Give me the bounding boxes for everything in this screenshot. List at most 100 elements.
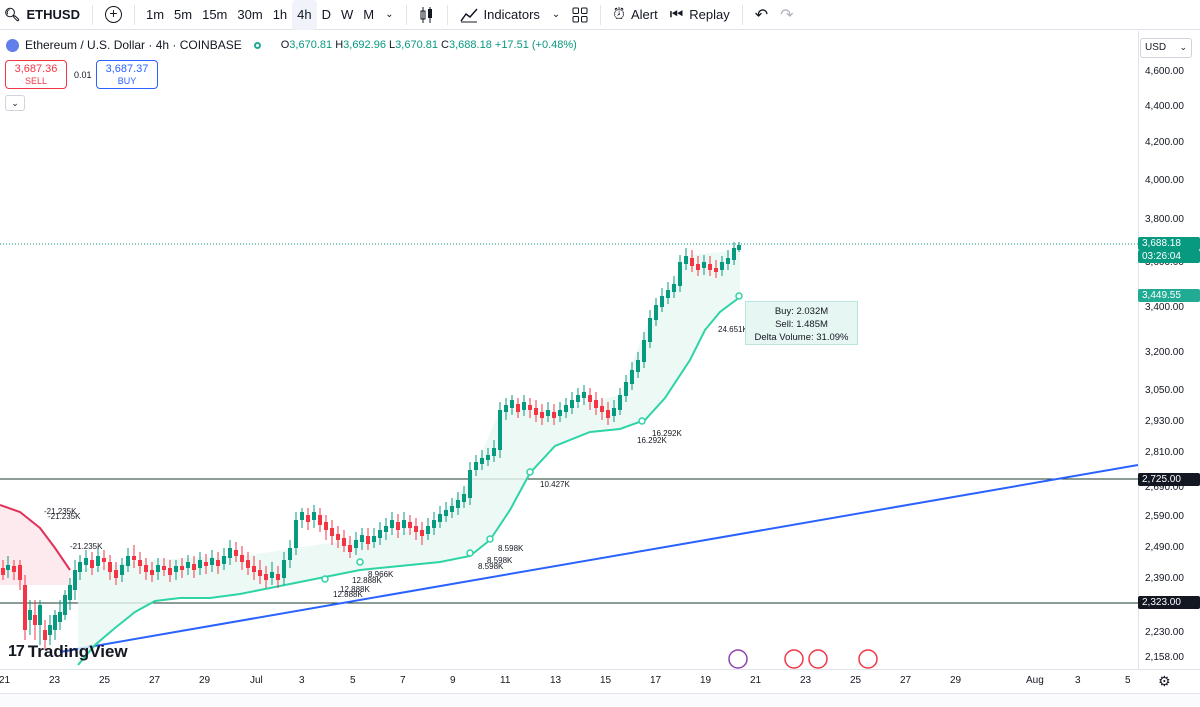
candle-body xyxy=(564,405,568,412)
candle-body xyxy=(222,556,226,564)
interval-5m[interactable]: 5m xyxy=(169,0,197,30)
volume-annotation: 12.888K xyxy=(340,585,370,594)
price-axis-label: 2,810.00 xyxy=(1145,447,1184,458)
candle-body xyxy=(198,560,202,568)
candle-body xyxy=(660,296,664,307)
candle-body xyxy=(156,565,160,572)
candle-body xyxy=(144,565,148,572)
candle-body xyxy=(84,558,88,565)
price-chart[interactable]: -21.235K-21.235K-21.235K12.888K12.888K12… xyxy=(0,31,1138,669)
time-axis-label: 7 xyxy=(400,675,406,686)
candle-body xyxy=(672,284,676,292)
candle-body xyxy=(38,605,42,625)
interval-1m[interactable]: 1m xyxy=(141,0,169,30)
tooltip-buy: Buy: 2.032M xyxy=(774,306,829,317)
volume-annotation: 8.598K xyxy=(498,544,524,553)
volume-annotation: -21.235K xyxy=(48,512,81,521)
interval-30m[interactable]: 30m xyxy=(232,0,267,30)
divider xyxy=(405,4,407,25)
indicators-dropdown[interactable]: ⌄ xyxy=(546,0,566,30)
time-axis-label: 3 xyxy=(1075,675,1081,686)
undo-button[interactable]: ↶ xyxy=(749,0,774,30)
replay-button[interactable]: ⏮︎ Replay xyxy=(664,0,736,30)
candle-body xyxy=(270,572,274,578)
sell-button[interactable]: 3,687.36 SELL xyxy=(5,60,67,89)
candle-body xyxy=(384,526,388,532)
candle-body xyxy=(708,264,712,270)
alert-button[interactable]: ⏰︎ Alert xyxy=(607,0,663,30)
undo-icon: ↶ xyxy=(754,6,769,24)
close-value: 3,688.18 xyxy=(449,39,492,51)
time-axis-label: 5 xyxy=(350,675,356,686)
currency-label: USD xyxy=(1145,42,1167,53)
indicators-button[interactable]: Indicators xyxy=(454,0,546,30)
volume-annotation: 8.966K xyxy=(368,570,394,579)
candle-body xyxy=(132,556,136,560)
candle-body xyxy=(306,515,310,522)
price-axis-label: 2,690.00 xyxy=(1145,482,1184,493)
volume-annotation: 10.427K xyxy=(540,480,570,489)
divider xyxy=(133,4,135,25)
band-marker xyxy=(321,575,329,583)
price-axis[interactable]: 4,600.00 4,400.00 4,200.00 4,000.00 3,800.00… xyxy=(1138,31,1200,669)
collapse-legend-button[interactable]: ⌄ xyxy=(5,95,25,111)
volume-annotation: 8.598K xyxy=(487,556,513,565)
candle-body xyxy=(630,370,634,384)
candle-body xyxy=(53,615,57,630)
candle-body xyxy=(510,400,514,408)
candle-body xyxy=(378,530,382,538)
candle-body xyxy=(168,568,172,575)
buy-button[interactable]: 3,687.37 BUY xyxy=(96,60,158,89)
candle-body xyxy=(282,560,286,578)
candle-body xyxy=(48,625,52,635)
chevron-down-icon: ⌄ xyxy=(551,9,561,20)
candle-body xyxy=(426,526,430,534)
red-band-fill xyxy=(0,505,70,585)
compare-button[interactable]: + xyxy=(99,0,128,30)
currency-select[interactable]: USD ⌄ xyxy=(1140,38,1192,58)
high-label: H xyxy=(335,39,344,51)
divider xyxy=(600,4,602,25)
interval-15m[interactable]: 15m xyxy=(197,0,232,30)
delta-volume-tooltip: Buy: 2.032M Sell: 1.485M Delta Volume: 3… xyxy=(745,301,858,345)
interval-d[interactable]: D xyxy=(317,0,336,30)
interval-dropdown[interactable]: ⌄ xyxy=(379,0,399,30)
settings-icon[interactable]: ⚙︎ xyxy=(1158,673,1171,689)
candle-body xyxy=(612,408,616,416)
volume-annotation: 16.292K xyxy=(652,429,682,438)
redo-button[interactable]: ↷ xyxy=(774,0,799,30)
open-value: 3,670.81 xyxy=(289,39,333,51)
layouts-button[interactable] xyxy=(566,0,594,30)
red-band-line xyxy=(0,504,71,571)
time-axis[interactable]: ⚙︎ 21 23 25 27 29 Jul 3 5 7 9 11 13 15 17 19 21 23 25 27 29… xyxy=(0,669,1200,693)
chart-type-button[interactable] xyxy=(413,0,441,30)
event-marker-icon xyxy=(784,649,804,669)
volume-annotation: 16.292K xyxy=(637,436,667,445)
interval-4h[interactable]: 4h xyxy=(292,0,317,30)
last-price-tag: 3,688.18 xyxy=(1138,237,1200,250)
top-toolbar: 🔍︎ ETHUSD + 1m 5m 15m 30m 1h 4h D W M ⌄ … xyxy=(0,0,1200,30)
candle-body xyxy=(396,522,400,530)
candle-body xyxy=(600,406,604,412)
time-axis-label: 5 xyxy=(1125,675,1131,686)
symbol-search[interactable]: 🔍︎ ETHUSD xyxy=(0,0,86,30)
buy-price: 3,687.37 xyxy=(105,63,149,75)
price-axis-label: 4,600.00 xyxy=(1145,66,1184,77)
candle-body xyxy=(737,245,741,250)
candle-body xyxy=(636,360,640,372)
interval-1h[interactable]: 1h xyxy=(268,0,292,30)
time-axis-label: 19 xyxy=(700,675,712,686)
interval-m[interactable]: M xyxy=(358,0,379,30)
interval-w[interactable]: W xyxy=(336,0,358,30)
candle-body xyxy=(498,410,502,450)
divider xyxy=(741,4,743,25)
sell-label: SELL xyxy=(24,76,48,86)
candle-body xyxy=(63,595,67,615)
candle-body xyxy=(58,612,62,622)
time-axis-label: 11 xyxy=(500,675,511,686)
bottom-toolbar xyxy=(0,693,1200,707)
candle-body xyxy=(690,258,694,266)
spread-value: 0.01 xyxy=(74,70,92,80)
sell-price: 3,687.36 xyxy=(14,63,58,75)
interval-label: 5m xyxy=(174,7,193,22)
